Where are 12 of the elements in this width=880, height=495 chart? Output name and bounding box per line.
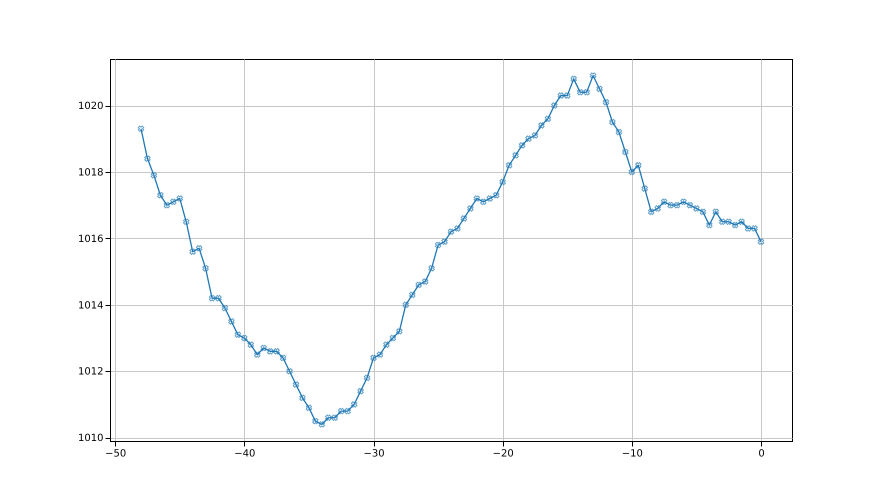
x-tick-label: −10 [622, 448, 643, 460]
y-tick-label: 1018 [78, 167, 104, 178]
x-tick-label: −40 [234, 448, 256, 460]
x-tick-label: −30 [363, 448, 385, 460]
y-tick-label: 1010 [78, 433, 104, 444]
x-tick-label: −50 [105, 448, 126, 460]
x-tick-label: −20 [492, 448, 514, 460]
x-tick-label: 0 [758, 448, 765, 460]
y-tick-label: 1014 [78, 300, 104, 312]
y-tick-label: 1020 [78, 101, 104, 112]
y-tick-label: 1016 [78, 234, 104, 245]
y-tick-label: 1012 [78, 366, 104, 378]
